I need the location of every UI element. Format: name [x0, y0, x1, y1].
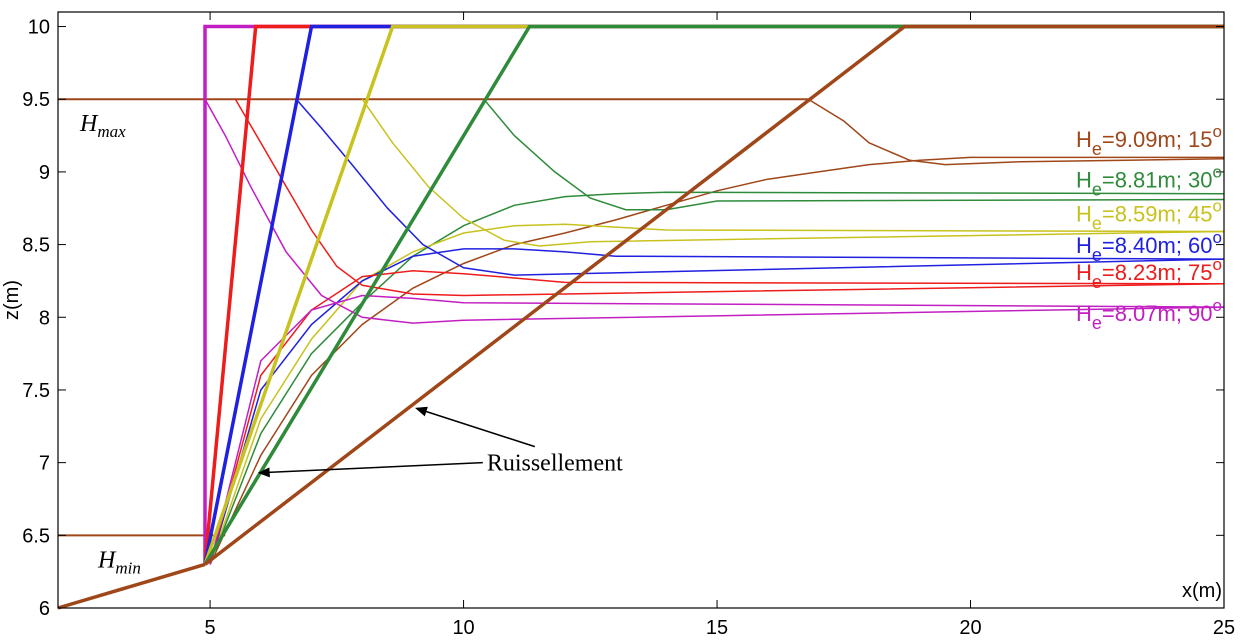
- series-30-rise: [209, 191, 1225, 565]
- y-tick-label: 6.5: [22, 525, 50, 547]
- series-label-90: He=8.07m; 90o: [1076, 296, 1222, 333]
- series-label-45: He=8.59m; 45o: [1076, 197, 1222, 234]
- y-tick-label: 8: [39, 307, 50, 329]
- series-15-slope: [203, 24, 1224, 566]
- hmin-label: Hmin: [97, 547, 141, 577]
- series-15-rise: [209, 156, 1224, 565]
- series-45-rise: [209, 223, 1225, 565]
- series-90-rise: [209, 294, 1225, 565]
- x-tick-label: 20: [959, 617, 981, 639]
- annotation-arrow: [414, 406, 536, 448]
- series-30-profile: [483, 98, 1225, 211]
- series-label-75: He=8.23m; 75o: [1076, 255, 1222, 292]
- annot-layer: Ruissellement: [257, 406, 623, 478]
- series-60-profile: [295, 98, 1225, 276]
- series-45-profile: [361, 98, 1225, 247]
- y-tick-label: 6: [39, 598, 50, 620]
- y-tick-label: 7.5: [22, 380, 50, 402]
- series-75-profile: [234, 98, 1225, 297]
- y-tick-label: 9.5: [22, 89, 50, 111]
- y-tick-label: 10: [28, 17, 50, 39]
- x-tick-label: 5: [205, 617, 216, 639]
- x-tick-label: 10: [452, 617, 474, 639]
- y-tick-label: 7: [39, 453, 50, 475]
- y-tick-label: 9: [39, 162, 50, 184]
- x-tick-label: 15: [706, 617, 728, 639]
- plot-frame: [57, 11, 1225, 609]
- ground-line: [57, 562, 206, 610]
- y-tick-label: 8.5: [22, 235, 50, 257]
- annotation-arrow: [257, 461, 483, 478]
- ground-layer: [57, 562, 206, 610]
- annotation-label: Ruissellement: [487, 451, 623, 477]
- series-15-profile: [58, 98, 1225, 166]
- y-axis-label: z(m): [1, 280, 23, 320]
- series-label-15: He=9.09m; 15o: [1076, 122, 1222, 159]
- hmax-label: Hmax: [79, 111, 126, 141]
- x-tick-label: 25: [1213, 617, 1235, 639]
- series-90-profile: [204, 98, 1225, 324]
- series-label-30: He=8.81m; 30o: [1076, 163, 1222, 200]
- x-axis-label: x(m): [1182, 580, 1222, 602]
- series-label-60: He=8.40m; 60o: [1076, 228, 1222, 265]
- series-layer: [58, 24, 1225, 566]
- ticks-layer: 5 10 15 20 25 6 6.5 7 7.5 8 8.5 9 9.5 10: [22, 12, 1235, 639]
